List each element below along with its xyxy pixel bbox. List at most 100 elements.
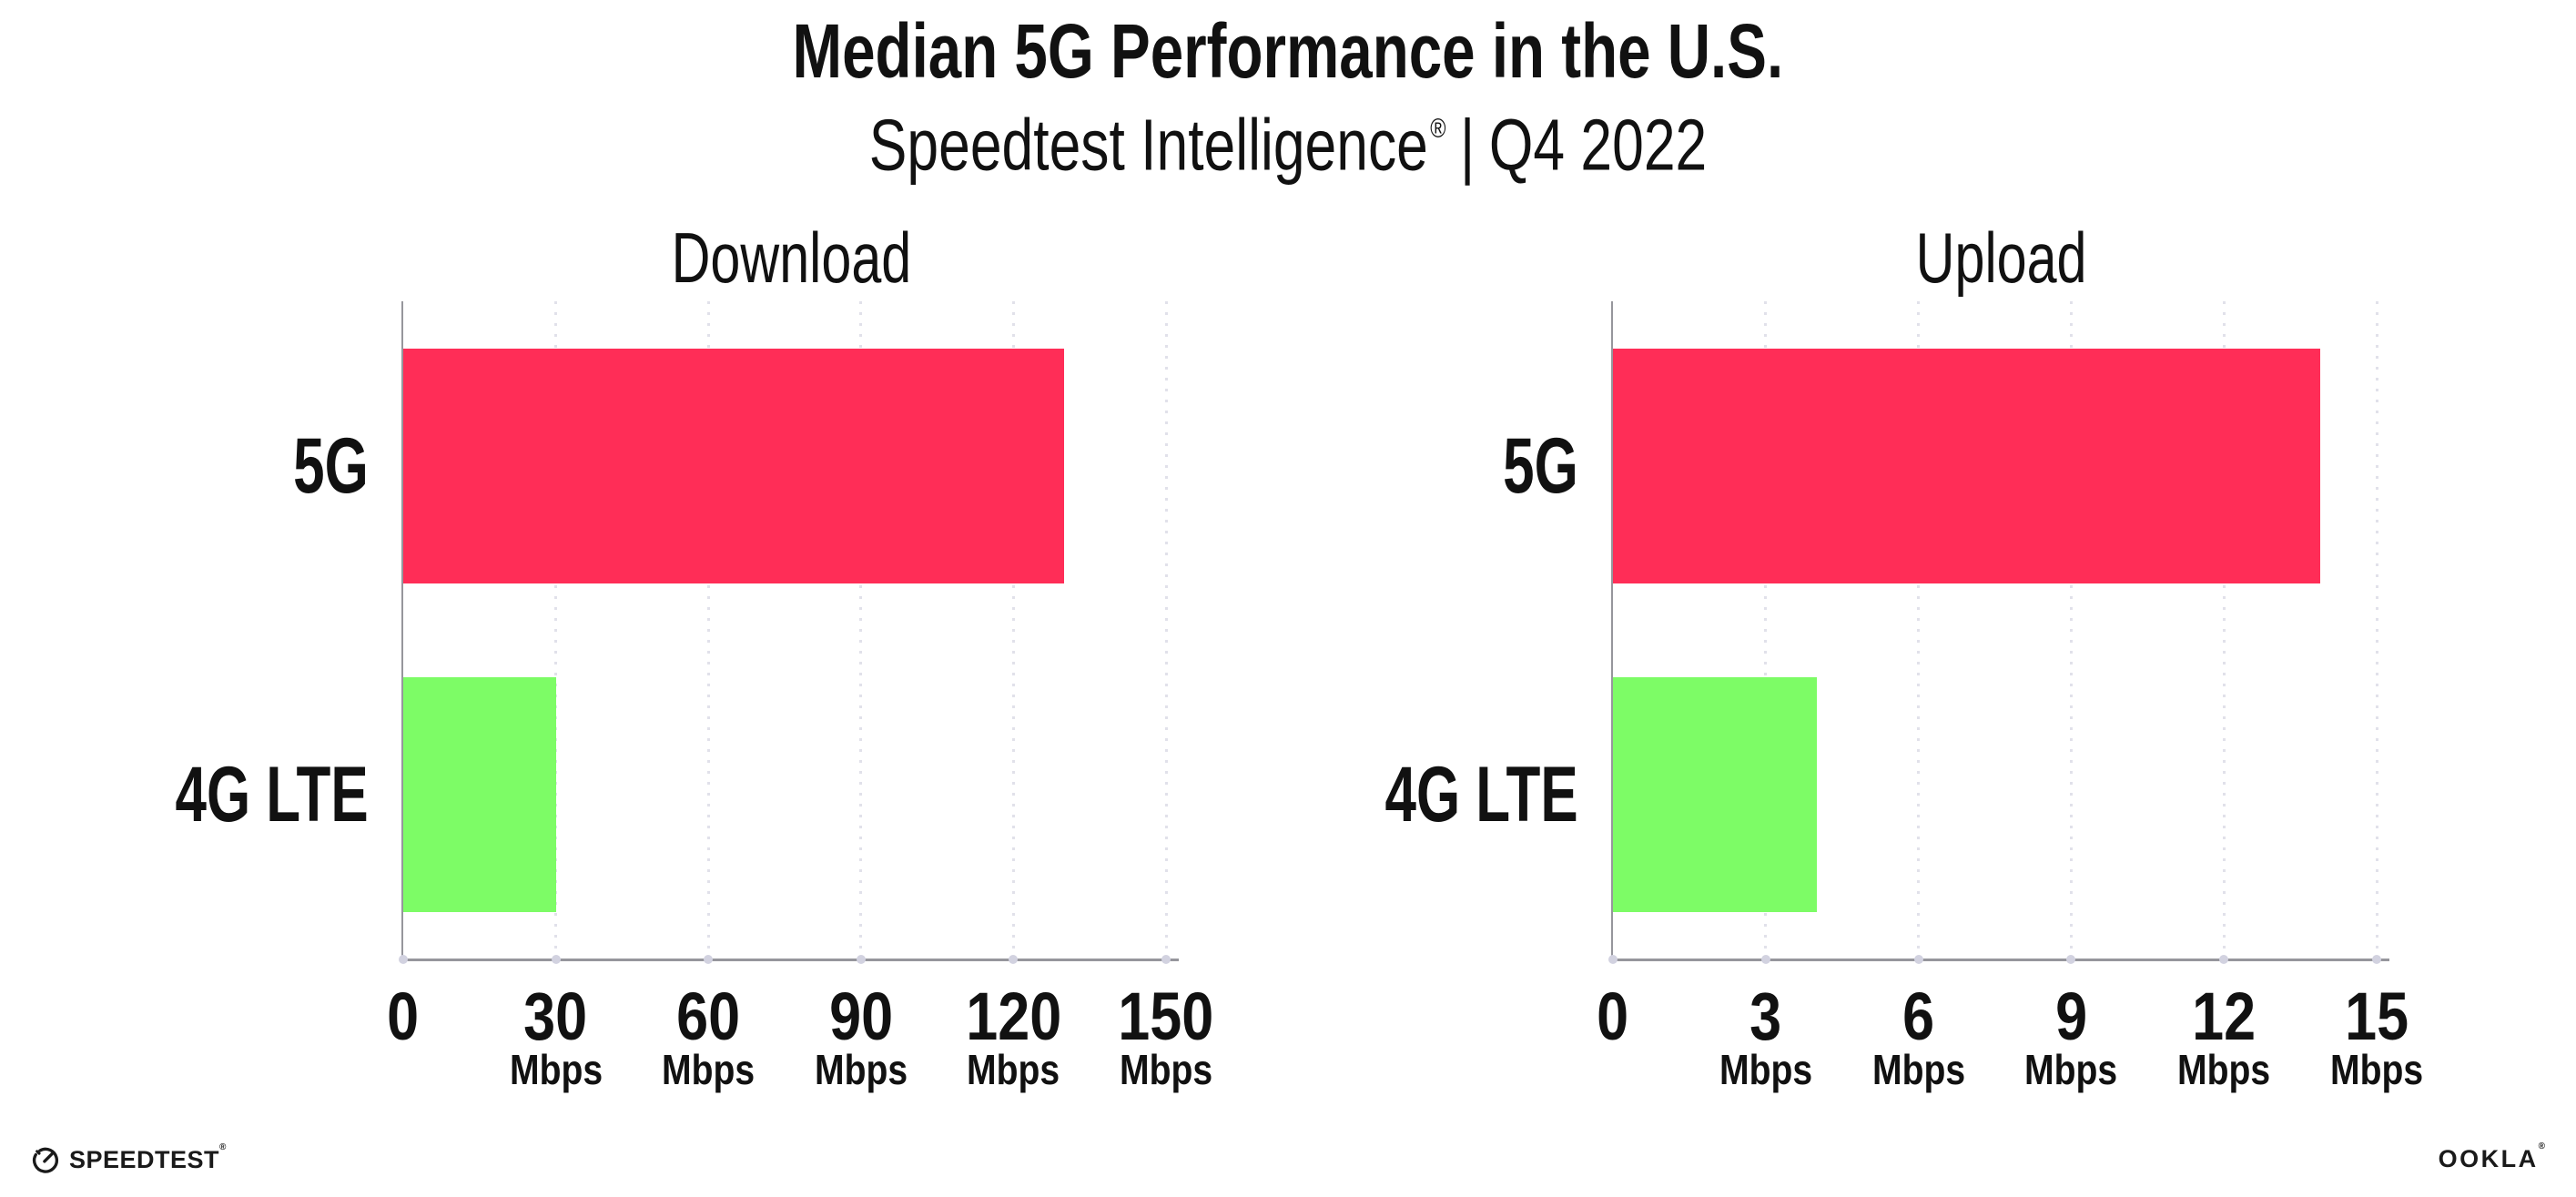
page-subtitle: Speedtest Intelligence® | Q4 2022 [0,95,2576,188]
page-title-text: Median 5G Performance in the U.S. [792,8,1784,94]
axis-tick-dot [2219,955,2229,964]
x-tick-unit-text: Mbps [509,1046,603,1093]
ookla-logo: OOKLA® [2438,1141,2545,1174]
gridline [1164,301,1168,959]
axis-tick-dot [1161,955,1171,964]
x-tick-text: 3 [1749,979,1782,1054]
x-tick-unit-150: Mbps [1057,1047,1275,1092]
axis-tick-dot [1760,955,1770,964]
speedtest-wordmark: SPEEDTEST® [69,1142,227,1174]
x-tick-9: 9 [1962,981,2180,1052]
axis-tick-dot [1913,955,1923,964]
x-tick-unit-text: Mbps [1119,1046,1213,1093]
bar-4g-lte-download [403,676,556,912]
bar-5g-upload [1613,348,2321,583]
gridline [2069,301,2073,959]
chart-title-text: Download [671,218,911,298]
subtitle-brand: Speedtest Intelligence [868,104,1428,186]
y-label-5g: 5G [41,410,369,522]
x-tick-unit-text: Mbps [662,1046,756,1093]
plot-area-download [399,301,1179,964]
x-tick-6: 6 [1810,981,2028,1052]
x-tick-text: 60 [676,979,741,1054]
x-tick-60: 60 [599,981,817,1052]
page-subtitle-text: Speedtest Intelligence® | Q4 2022 [869,95,1707,188]
x-tick-unit-9: Mbps [1962,1047,2180,1092]
y-label-text: 4G LTE [1384,750,1578,838]
speedtest-label: SPEEDTEST [69,1145,220,1173]
bar-4g-lte-upload [1613,676,1817,912]
x-tick-150: 150 [1057,981,1275,1052]
x-tick-unit-3: Mbps [1657,1047,1875,1092]
x-tick-text: 12 [2192,979,2257,1054]
speedtest-logo: SPEEDTEST® [31,1142,227,1176]
x-tick-90: 90 [752,981,970,1052]
x-tick-text: 150 [1118,979,1214,1054]
x-tick-text: 90 [828,979,893,1054]
registered-mark-icon: ® [1430,114,1446,144]
chart-title-download: Download [403,218,1179,297]
y-label-4g-lte: 4G LTE [1251,738,1578,851]
x-tick-unit-6: Mbps [1810,1047,2028,1092]
gridline [1764,301,1768,959]
x-tick-unit-12: Mbps [2115,1047,2333,1092]
gridline [1917,301,1921,959]
ookla-wordmark: OOKLA® [2438,1141,2545,1173]
axis-tick-dot [2372,955,2382,964]
x-tick-unit-120: Mbps [904,1047,1122,1092]
y-label-5g: 5G [1251,410,1578,522]
x-tick-120: 120 [904,981,1122,1052]
y-label-text: 4G LTE [175,750,369,838]
plot-area-upload [1608,301,2389,964]
x-tick-unit-text: Mbps [2329,1046,2424,1093]
chart-title-text: Upload [1915,218,2087,298]
gridline [554,301,558,959]
speedtest-registered-mark-icon: ® [219,1141,227,1152]
speedometer-gauge-icon [32,1147,59,1173]
x-tick-0: 0 [1504,981,1722,1052]
bar-5g-download [403,348,1065,583]
ookla-registered-mark-icon: ® [2538,1141,2545,1151]
x-tick-text: 15 [2345,979,2409,1054]
axis-tick-dot [1009,955,1019,964]
x-tick-15: 15 [2267,981,2486,1052]
gridline [1011,301,1015,959]
chart-title-upload: Upload [1613,218,2389,297]
y-label-4g-lte: 4G LTE [41,738,369,851]
x-tick-unit-text: Mbps [1719,1046,1812,1093]
subtitle-period: Q4 2022 [1488,104,1708,186]
axis-tick-dot [704,955,714,964]
axis-tick-dot [856,955,866,964]
subtitle-separator: | [1460,104,1476,186]
y-label-text: 5G [293,421,369,510]
x-tick-text: 0 [1597,979,1629,1054]
x-tick-unit-15: Mbps [2267,1047,2486,1092]
x-tick-text: 9 [2054,979,2087,1054]
axis-tick-dot [399,955,408,964]
x-tick-text: 120 [965,979,1061,1054]
x-tick-unit-text: Mbps [814,1046,908,1093]
ookla-label: OOKLA [2438,1144,2539,1172]
x-tick-unit-30: Mbps [447,1047,665,1092]
x-tick-unit-text: Mbps [2024,1046,2118,1093]
x-tick-0: 0 [294,981,512,1052]
x-tick-unit-text: Mbps [1871,1046,1965,1093]
gridline [2375,301,2378,959]
page-title: Median 5G Performance in the U.S. [0,9,2576,93]
axis-tick-dot [551,955,561,964]
gridline [2222,301,2226,959]
x-tick-text: 30 [523,979,588,1054]
gridline [706,301,710,959]
x-tick-unit-90: Mbps [752,1047,970,1092]
y-label-text: 5G [1503,421,1578,510]
x-tick-12: 12 [2115,981,2333,1052]
axis-tick-dot [2066,955,2076,964]
x-tick-unit-60: Mbps [599,1047,817,1092]
x-tick-text: 0 [387,979,420,1054]
x-tick-unit-text: Mbps [2177,1046,2271,1093]
x-tick-text: 6 [1902,979,1935,1054]
x-tick-unit-text: Mbps [967,1046,1060,1093]
x-tick-3: 3 [1657,981,1875,1052]
axis-tick-dot [1608,955,1618,964]
